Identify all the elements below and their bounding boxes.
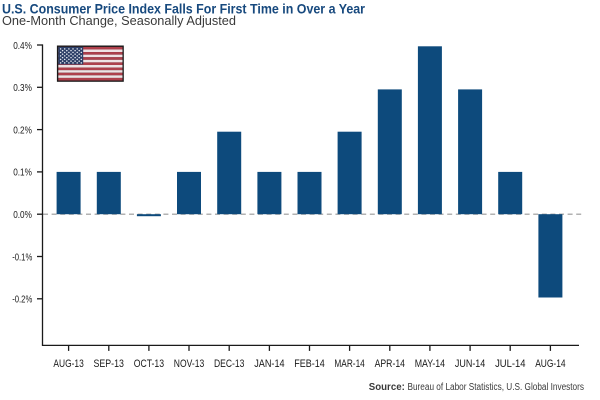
- svg-text:JUN-14: JUN-14: [455, 358, 485, 370]
- svg-text:FEB-14: FEB-14: [294, 358, 324, 370]
- svg-text:One-Month Change, Seasonally A: One-Month Change, Seasonally Adjusted: [2, 13, 236, 28]
- svg-text:0.0%: 0.0%: [13, 209, 32, 220]
- svg-text:DEC-13: DEC-13: [214, 358, 244, 370]
- svg-text:0.2%: 0.2%: [13, 125, 32, 136]
- svg-text:Bureau of Labor Statistics, U.: Bureau of Labor Statistics, U.S. Global …: [408, 382, 585, 393]
- svg-text:JAN-14: JAN-14: [254, 358, 284, 370]
- svg-text:-0.2%: -0.2%: [12, 294, 32, 305]
- svg-text:0.1%: 0.1%: [13, 167, 32, 178]
- svg-text:-0.1%: -0.1%: [12, 251, 32, 262]
- svg-text:AUG-14: AUG-14: [535, 358, 565, 370]
- svg-text:MAY-14: MAY-14: [415, 358, 445, 370]
- svg-text:SEP-13: SEP-13: [94, 358, 124, 370]
- svg-text:0.4%: 0.4%: [13, 40, 32, 51]
- svg-text:U.S. Consumer Price Index Fall: U.S. Consumer Price Index Falls For Firs…: [2, 1, 366, 16]
- svg-text:OCT-13: OCT-13: [134, 358, 164, 370]
- svg-text:AUG-13: AUG-13: [53, 358, 83, 370]
- svg-text:NOV-13: NOV-13: [174, 358, 204, 370]
- svg-text:0.3%: 0.3%: [13, 82, 32, 93]
- svg-text:JUL-14: JUL-14: [495, 358, 525, 370]
- svg-text:Source:: Source:: [369, 382, 405, 393]
- svg-text:APR-14: APR-14: [375, 358, 405, 370]
- svg-text:MAR-14: MAR-14: [334, 358, 364, 370]
